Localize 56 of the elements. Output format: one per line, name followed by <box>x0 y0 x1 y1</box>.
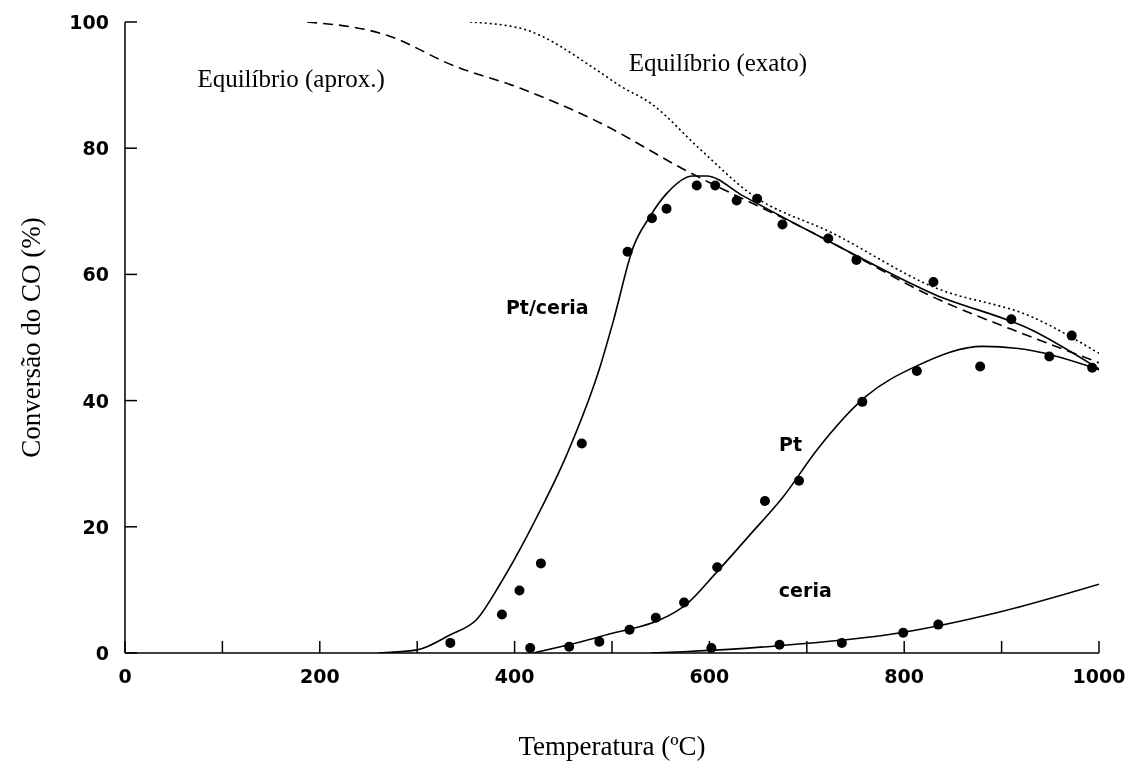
point <box>851 254 862 265</box>
point <box>594 636 605 647</box>
point <box>646 213 657 224</box>
x-tick-label: 200 <box>299 665 340 687</box>
x-tick-label: 800 <box>884 665 925 687</box>
point <box>759 495 770 506</box>
series-label: Pt <box>779 433 803 456</box>
line-series <box>469 22 1099 355</box>
point <box>650 612 661 623</box>
point <box>898 627 909 638</box>
y-tick-label: 60 <box>82 263 109 286</box>
y-tick-label: 0 <box>95 642 109 664</box>
x-axis-title: Temperatura (ºC) <box>518 731 706 761</box>
point <box>794 475 805 486</box>
point <box>514 585 525 596</box>
series-label: Equilíbrio (exato) <box>628 49 808 78</box>
series-label: Equilíbrio (aprox.) <box>197 64 385 93</box>
point <box>1066 330 1077 341</box>
point <box>731 195 742 206</box>
text: ceria <box>778 578 832 601</box>
point <box>752 193 763 204</box>
x-tick-label: 400 <box>494 665 535 687</box>
point <box>712 562 723 573</box>
y-axis-title: Conversão do CO (%) <box>15 217 46 458</box>
y-tick-label: 80 <box>82 137 109 160</box>
point <box>661 203 672 214</box>
point <box>576 438 587 449</box>
point <box>622 246 633 257</box>
point <box>1044 351 1055 362</box>
y-tick-label: 100 <box>69 11 109 33</box>
point <box>857 396 868 407</box>
point <box>535 558 546 569</box>
point <box>777 219 788 230</box>
series-label: Pt/ceria <box>505 295 589 318</box>
x-tick-label: 600 <box>689 665 730 687</box>
point <box>1006 314 1017 325</box>
x-tick-label: 1000 <box>1072 665 1126 687</box>
point <box>823 233 834 244</box>
point <box>836 637 847 648</box>
point <box>679 597 690 608</box>
point <box>525 642 536 653</box>
point <box>975 361 986 372</box>
point <box>911 365 922 376</box>
point <box>710 180 721 191</box>
point <box>445 637 456 648</box>
x-tick-label: 0 <box>118 665 132 687</box>
y-tick-label: 20 <box>82 515 109 538</box>
point <box>496 609 507 620</box>
point <box>564 641 575 652</box>
point <box>691 180 702 191</box>
point <box>774 639 785 650</box>
point <box>933 619 944 630</box>
y-tick-label: 40 <box>82 389 109 412</box>
point <box>1087 362 1098 373</box>
point <box>928 276 939 287</box>
point <box>624 624 635 635</box>
